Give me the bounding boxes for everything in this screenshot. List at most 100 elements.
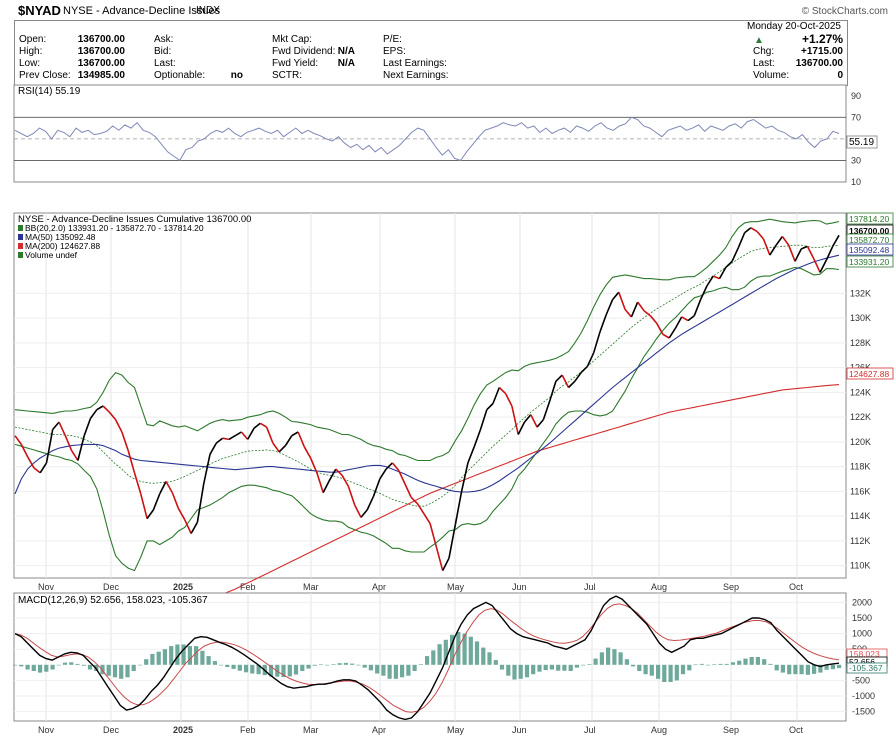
macd-histogram-bar (531, 664, 536, 675)
price-line-segment (787, 244, 796, 262)
price-line-segment (674, 316, 683, 329)
price-line-segment (460, 462, 469, 492)
macd-histogram-bar (431, 650, 436, 665)
price-value-tag (846, 243, 894, 256)
macd-histogram-bar (524, 664, 530, 678)
macd-histogram-bar (287, 664, 292, 677)
price-tick-label: 130K (850, 313, 871, 323)
price-line-segment (209, 442, 217, 455)
price-line-segment (190, 521, 199, 534)
macd-tick-label: -500 (852, 675, 870, 685)
macd-histogram-bar (331, 664, 336, 665)
price-line-segment (234, 431, 242, 437)
macd-histogram-bar (69, 662, 74, 665)
price-line-segment (196, 483, 205, 523)
macd-histogram-bar (774, 664, 779, 671)
price-line-segment (813, 258, 821, 273)
rsi-frame (13, 84, 847, 183)
price-line-segment (574, 372, 582, 382)
price-line-segment (291, 431, 299, 437)
price-line-segment (121, 431, 129, 451)
macd-histogram-bar (200, 650, 205, 665)
macd-panel: 200015001000500-500-1000-1500 158.02352.… (13, 592, 888, 722)
price-line-segment (58, 421, 67, 437)
legend-swatch-ma200 (18, 243, 23, 249)
price-line-segment (253, 422, 261, 429)
rsi-tick-label: 70 (851, 112, 861, 122)
date-axis-label: Jun (512, 725, 527, 735)
price-value-tag-text: 137814.20 (849, 214, 889, 224)
macd-histogram-bar (749, 657, 754, 665)
price-line-segment (423, 513, 431, 525)
macd-histogram-bar (543, 664, 548, 671)
rsi-panel: 9070503010 55.19 RSI(14) 55.19 (13, 84, 878, 187)
macd-histogram-bar (699, 663, 704, 665)
price-value-tag-text: 133931.20 (849, 257, 889, 267)
price-line-segment (498, 386, 507, 395)
price-value-tag-text: 135872.70 (849, 235, 889, 245)
macd-histogram-bar (418, 664, 423, 665)
price-line-segment (706, 275, 714, 287)
price-line-segment (416, 503, 425, 515)
macd-histogram-bar (425, 656, 430, 665)
macd-histogram-bar (412, 664, 417, 671)
price-line-segment (64, 435, 73, 451)
macd-histogram-bar (387, 664, 392, 679)
date-axis-label: Feb (240, 582, 256, 592)
date-axis-label: Aug (651, 582, 667, 592)
price-line-segment (725, 260, 733, 268)
date-axis-label: Apr (372, 725, 386, 735)
rsi-tick-label: 10 (851, 177, 861, 187)
price-line-segment (114, 419, 123, 433)
fwd-dividend-label: Fwd Dividend: (272, 46, 336, 57)
macd-histogram-bar (631, 664, 636, 667)
price-line-segment (96, 405, 104, 411)
macd-signal-line (14, 603, 840, 713)
price-line-segment (630, 301, 639, 318)
macd-histogram-bar (13, 664, 18, 666)
macd-histogram-bar (300, 664, 305, 671)
title-bar: $NYAD NYSE - Advance-Decline Issues INDX… (0, 0, 894, 20)
macd-histogram-bar (144, 659, 149, 665)
macd-histogram-bar (350, 663, 355, 665)
macd-histogram-bar (162, 649, 167, 665)
macd-tick-label: 1000 (852, 629, 872, 639)
macd-histogram-bar (381, 664, 386, 676)
price-line-segment (240, 431, 249, 440)
price-line-segment (511, 405, 519, 435)
macd-histogram-bar (618, 652, 623, 665)
rsi-tick-label: 30 (851, 155, 861, 165)
price-line-segment (171, 492, 180, 509)
price-line-segment (586, 352, 595, 367)
price-line-segment (39, 462, 48, 474)
price-line-segment (184, 519, 192, 534)
price-tick-label: 118K (850, 462, 870, 472)
bid-label: Bid: (154, 46, 172, 57)
price-line-segment (215, 437, 224, 444)
macd-histogram-bar (106, 664, 111, 676)
price-value-tag (846, 367, 894, 380)
price-line-segment (77, 435, 85, 461)
price-line-segment (102, 405, 110, 413)
ticker-symbol[interactable]: $NYAD (18, 3, 61, 18)
macd-value-tag-text: 158.023 (849, 649, 880, 659)
volume-value: 0 (837, 70, 843, 81)
price-line-segment (410, 497, 419, 505)
macd-histogram-bar (81, 664, 86, 666)
macd-histogram-bar (75, 663, 80, 665)
date-axis-label: Sep (723, 582, 739, 592)
macd-histogram-bar (38, 664, 43, 673)
quote-info-panel: Open: 136700.00 High: 136700.00 Low: 136… (14, 20, 848, 86)
price-line-segment (146, 509, 155, 520)
macd-histogram-bar (705, 664, 711, 666)
date-axis-label: Jul (584, 582, 596, 592)
legend-swatch-volume (18, 252, 23, 258)
date-axis-label: Mar (303, 582, 319, 592)
price-line-segment (548, 381, 557, 402)
price-line-segment (454, 491, 463, 525)
macd-histogram-bar (587, 664, 592, 665)
legend-volume: Volume undef (25, 250, 78, 260)
price-line-segment (655, 322, 664, 335)
macd-histogram-bar (674, 664, 679, 681)
macd-histogram-bar (150, 653, 155, 665)
